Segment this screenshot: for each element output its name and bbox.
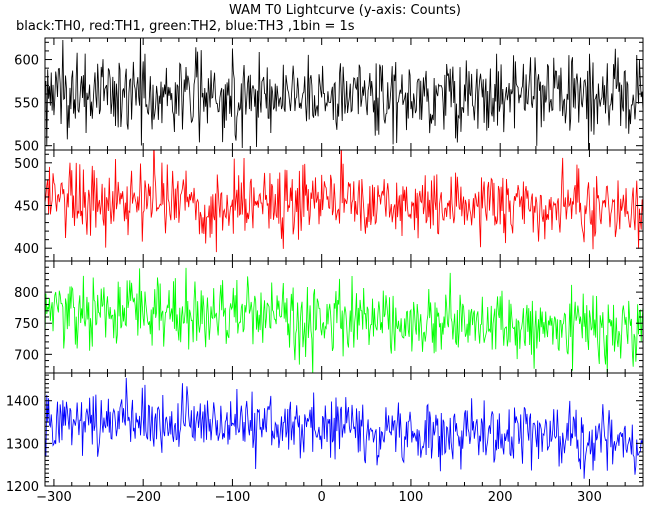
y-tick-label: 800 [14, 286, 39, 301]
x-tick-label: −200 [125, 490, 161, 505]
x-tick-label: −100 [215, 490, 251, 505]
y-tick-label: 750 [14, 317, 39, 332]
y-tick-label: 600 [14, 54, 39, 69]
x-tick-label: 200 [488, 490, 513, 505]
panel-th3: 1200 1300 1400 [6, 372, 644, 495]
y-tick-label: 700 [14, 348, 39, 363]
panel-th1: 400 450 500 [14, 149, 644, 262]
panels-layer: 500 550 600 400 450 500 700 750 800 1200 1300 1400 [6, 37, 644, 495]
series-line-th3 [45, 377, 643, 479]
y-tick-label: 400 [14, 242, 39, 257]
panel-th0: 500 550 600 [14, 37, 644, 155]
series-line-th1 [45, 150, 643, 253]
x-axis: −300 −200 −100 0 100 200 300 [36, 490, 602, 505]
x-tick-label: 300 [577, 490, 602, 505]
y-tick-label: 550 [14, 97, 39, 112]
x-tick-label: −300 [36, 490, 72, 505]
y-tick-label: 500 [14, 157, 39, 172]
x-tick-label: 100 [399, 490, 424, 505]
x-tick-label: 0 [318, 490, 326, 505]
y-tick-label: 1300 [6, 437, 39, 452]
y-tick-label: 1400 [6, 395, 39, 410]
y-tick-label: 450 [14, 200, 39, 215]
chart-title: WAM T0 Lightcurve (y-axis: Counts) [229, 3, 461, 18]
chart-subtitle: black:TH0, red:TH1, green:TH2, blue:TH3 … [16, 19, 355, 34]
y-tick-label: 500 [14, 140, 39, 155]
y-tick-label: 1200 [6, 480, 39, 495]
series-line-th2 [45, 267, 643, 373]
panel-th2: 700 750 800 [14, 260, 644, 374]
panel-frame [44, 372, 644, 487]
series-line-th0 [45, 38, 643, 150]
